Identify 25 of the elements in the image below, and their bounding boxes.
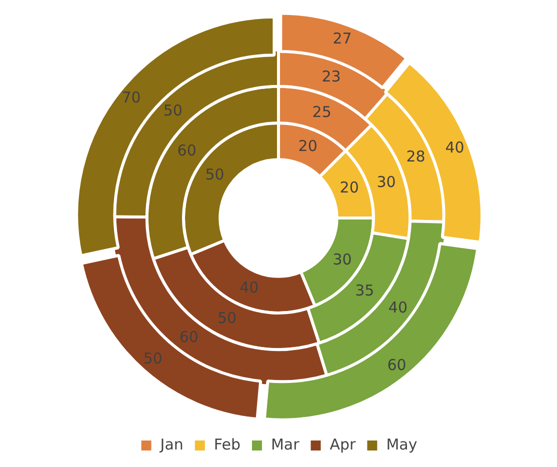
- data-label: 60: [387, 356, 406, 374]
- data-label: 50: [205, 165, 224, 184]
- legend-label: Feb: [214, 435, 240, 454]
- data-label: 35: [355, 281, 374, 300]
- data-label: 40: [240, 278, 259, 297]
- data-label: 30: [332, 250, 352, 268]
- data-label: 40: [445, 138, 464, 156]
- data-label: 60: [179, 328, 198, 346]
- data-label: 50: [163, 101, 182, 120]
- data-label: 27: [332, 30, 352, 48]
- data-label: 23: [322, 68, 341, 86]
- data-label: 28: [406, 148, 426, 166]
- data-label: 60: [177, 141, 196, 160]
- data-label: 50: [218, 308, 237, 327]
- data-label: 20: [340, 178, 359, 197]
- data-label: 40: [388, 298, 408, 316]
- legend-label: May: [386, 435, 418, 454]
- legend-label: Mar: [270, 435, 300, 454]
- legend-label: Apr: [330, 435, 357, 454]
- data-label: 70: [122, 88, 141, 107]
- data-label: 25: [312, 103, 332, 122]
- data-label: 50: [143, 350, 162, 368]
- legend-label: Jan: [159, 435, 184, 454]
- data-label: 30: [376, 172, 396, 191]
- data-label: 20: [298, 137, 318, 156]
